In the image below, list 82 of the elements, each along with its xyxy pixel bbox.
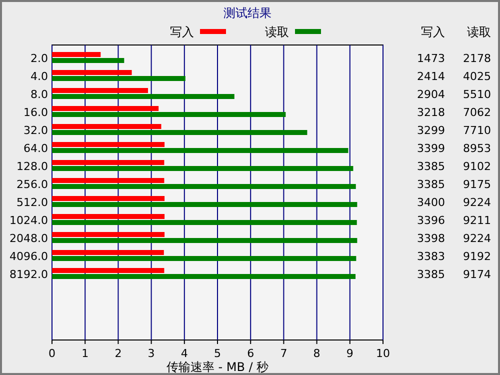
y-tick-label: 512.0 [16, 196, 48, 209]
x-tick-label: 9 [346, 347, 354, 360]
text: 3218 [417, 106, 445, 119]
text: 2904 [417, 88, 445, 101]
bar [52, 274, 356, 279]
bar [52, 178, 164, 183]
x-tick-label: 5 [214, 347, 221, 360]
y-tick-label: 2048.0 [10, 232, 48, 245]
text: 3396 [417, 214, 445, 227]
legend-label: 写入 [170, 25, 194, 39]
text: 3400 [417, 196, 445, 209]
y-tick-label: 8192.0 [10, 268, 48, 281]
bar [52, 148, 348, 153]
text: 9224 [463, 196, 491, 209]
x-tick-label: 8 [313, 347, 320, 360]
bar [52, 214, 165, 219]
bar [52, 52, 101, 57]
bar [52, 250, 164, 255]
x-tick-label: 3 [148, 347, 155, 360]
text: 9192 [463, 250, 491, 263]
y-tick-label: 8.0 [30, 88, 48, 101]
text: 1473 [417, 52, 445, 65]
y-tick-label: 1024.0 [10, 214, 48, 227]
bar [52, 94, 234, 99]
bar [52, 106, 159, 111]
text: 2414 [417, 70, 445, 83]
text: 9174 [463, 268, 491, 281]
text: 9211 [463, 214, 491, 227]
bar [52, 184, 356, 189]
x-tick-label: 0 [48, 347, 56, 360]
bar [52, 232, 165, 237]
bar [52, 268, 164, 273]
y-tick-label: 64.0 [24, 142, 48, 155]
bar [52, 256, 356, 261]
bar [52, 58, 124, 63]
x-tick-label: 6 [247, 347, 254, 360]
text: 3385 [417, 160, 445, 173]
bar [52, 70, 132, 75]
text: 3299 [417, 124, 445, 137]
bar [52, 196, 165, 201]
bar [52, 112, 286, 117]
x-tick-label: 1 [82, 347, 89, 360]
bar [52, 220, 357, 225]
chart-title: 测试结果 [224, 6, 272, 20]
bar [52, 238, 358, 243]
text: 9224 [463, 232, 491, 245]
bar [52, 160, 164, 165]
text: 3383 [417, 250, 445, 263]
text: 写入 [421, 25, 445, 39]
text: 9175 [463, 178, 491, 191]
bar [52, 166, 354, 171]
text: 9102 [463, 160, 491, 173]
y-tick-label: 256.0 [16, 178, 48, 191]
y-tick-label: 32.0 [24, 124, 48, 137]
bar [52, 202, 358, 207]
bar [52, 88, 148, 93]
x-tick-label: 10 [376, 347, 390, 360]
text: 3398 [417, 232, 445, 245]
text: 3399 [417, 142, 445, 155]
y-tick-label: 16.0 [24, 106, 48, 119]
y-tick-label: 4.0 [30, 70, 48, 83]
text: 3385 [417, 268, 445, 281]
bar [52, 130, 308, 135]
text: 读取 [467, 25, 491, 39]
text: 7710 [463, 124, 491, 137]
bar [52, 76, 186, 81]
text: 4025 [463, 70, 491, 83]
text: 3385 [417, 178, 445, 191]
bar [52, 142, 165, 147]
y-tick-label: 128.0 [16, 160, 48, 173]
x-tick-label: 7 [280, 347, 288, 360]
legend-label: 读取 [265, 25, 289, 39]
x-axis-title: 传输速率 - MB / 秒 [166, 360, 269, 374]
text: 8953 [463, 142, 491, 155]
text: 7062 [463, 106, 491, 119]
y-tick-label: 4096.0 [10, 250, 48, 263]
bar [52, 124, 162, 129]
text: 5510 [463, 88, 491, 101]
text: 2178 [463, 52, 491, 65]
y-tick-label: 2.0 [30, 52, 48, 65]
x-tick-label: 4 [180, 347, 188, 360]
x-tick-label: 2 [114, 347, 122, 360]
